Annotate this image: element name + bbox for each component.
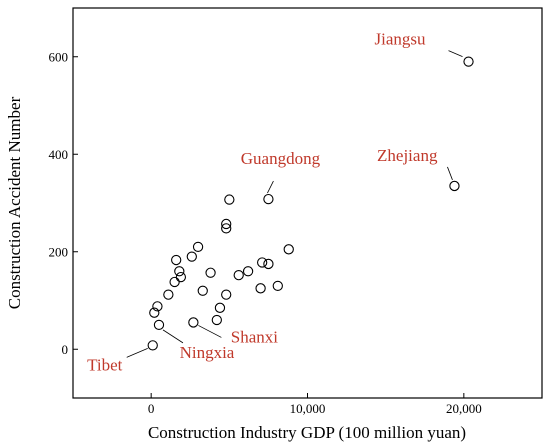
data-point [449, 180, 460, 192]
annotation-leader-line [267, 180, 274, 194]
data-point [211, 314, 222, 326]
annotation-label: Zhejiang [377, 146, 438, 165]
annotation-label: Ningxia [180, 343, 235, 362]
data-point [152, 301, 163, 312]
data-point [463, 56, 474, 67]
y-tick-label: 0 [62, 342, 69, 357]
data-point [257, 257, 268, 268]
x-axis-title: Construction Industry GDP (100 million y… [148, 423, 466, 442]
annotation-leader-line [447, 166, 453, 181]
data-point [174, 266, 185, 277]
annotation-label: Tibet [87, 355, 123, 374]
annotation-leader-line [162, 329, 184, 344]
data-point [233, 269, 244, 281]
annotation-leader-line [198, 325, 222, 338]
data-point [272, 280, 283, 292]
data-point [169, 276, 180, 288]
y-axis-title: Construction Accident Number [5, 96, 24, 309]
annotation-label: Shanxi [231, 327, 279, 346]
data-point [163, 289, 174, 300]
data-point [221, 223, 232, 234]
data-point [153, 319, 165, 331]
data-point [175, 271, 187, 283]
data-point [147, 340, 158, 351]
data-point [214, 302, 226, 313]
x-tick-label: 10,000 [290, 401, 326, 416]
data-point [263, 193, 274, 205]
data-points [147, 56, 474, 351]
data-point [192, 241, 204, 253]
y-tick-label: 200 [49, 244, 69, 259]
plot-frame [72, 7, 543, 399]
x-tick-label: 0 [148, 401, 155, 416]
data-point [205, 267, 216, 278]
data-point [221, 218, 232, 230]
annotation-leader-line [126, 347, 148, 358]
annotation-leader-line [448, 50, 463, 57]
data-point [242, 266, 254, 277]
data-point [171, 254, 182, 266]
data-point [188, 317, 199, 328]
data-point [149, 307, 160, 318]
axis-ticks: 0 10,000 20,000 0 200 400 600 [49, 49, 482, 416]
data-point [263, 258, 274, 270]
annotation-label: Jiangsu [375, 30, 427, 49]
data-point [283, 244, 294, 255]
data-point [224, 194, 235, 205]
data-point [221, 289, 232, 300]
data-point [255, 283, 266, 294]
annotation-label: Guangdong [241, 149, 321, 168]
x-tick-label: 20,000 [446, 401, 482, 416]
y-tick-label: 600 [49, 49, 69, 64]
y-tick-label: 400 [49, 147, 69, 162]
data-point [186, 251, 197, 262]
data-point [197, 285, 208, 296]
